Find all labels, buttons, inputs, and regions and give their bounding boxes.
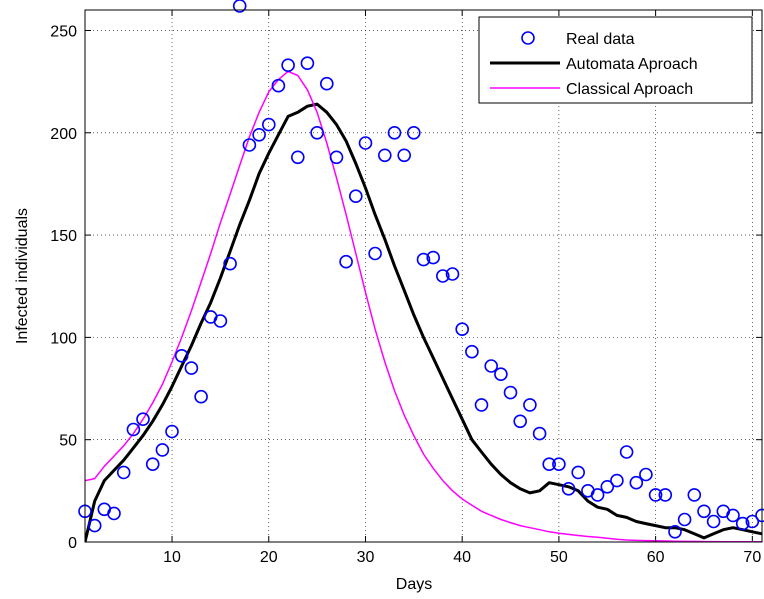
real-data-point [310,126,324,140]
real-data-point [358,136,373,150]
real-data-point [735,516,750,531]
real-data-point [377,148,392,163]
series-line-automata [85,102,763,542]
real-data-point [252,128,266,142]
real-data-point [339,254,353,269]
real-data-point [687,488,702,502]
x-tick-label: 20 [260,549,278,566]
real-data-point [745,514,760,529]
y-tick-label: 150 [50,228,77,245]
real-data-point [474,398,489,412]
real-data-point [532,426,547,441]
real-data-point [184,361,199,375]
real-data-point [590,488,605,502]
real-data-point [319,76,334,91]
real-data-point [426,250,441,265]
real-data-point [368,246,382,261]
real-data-point [116,465,131,480]
real-data-point [658,488,673,502]
real-data-point [329,150,344,165]
x-tick-label: 50 [550,549,568,566]
real-data-point [348,189,363,203]
x-tick-label: 30 [357,549,375,566]
legend-label-classical: Classical Aproach [566,81,693,98]
real-data-point [561,481,576,496]
real-data-point [174,348,189,363]
y-tick-label: 250 [50,23,77,40]
real-data-point [571,465,586,480]
real-data-point [484,359,499,373]
real-data-point [213,314,228,328]
legend-label-automata: Automata Aproach [566,56,698,73]
real-data-point [387,126,402,140]
real-data-point [619,445,634,459]
x-tick-label: 70 [743,549,761,566]
real-data-point [648,488,663,502]
y-tick-label: 50 [59,433,77,450]
y-tick-label: 100 [50,330,77,347]
real-data-point [194,389,208,404]
real-data-point [668,524,682,539]
x-axis-label: Days [396,576,432,593]
real-data-point [503,385,518,400]
real-data-point [726,508,740,523]
real-data-point [465,344,479,359]
real-data-point [435,269,450,283]
x-tick-label: 60 [647,549,665,566]
real-data-point [523,398,537,412]
y-tick-label: 200 [50,126,77,143]
real-data-point [242,138,257,152]
real-data-point [300,56,315,71]
real-data-point [416,252,431,267]
real-data-point [232,0,247,13]
x-tick-label: 40 [453,549,471,566]
real-data-point [397,148,412,163]
real-data-point [542,457,557,472]
real-data-point [165,424,179,439]
real-data-point [223,256,237,271]
real-data-point [87,518,102,533]
real-data-point [513,414,528,429]
real-data-point [552,457,566,472]
real-data-point [610,473,624,488]
real-data-point [406,126,421,140]
real-data-point [145,457,160,472]
y-axis-label: Infected individuals [14,208,31,344]
real-data-point [629,475,644,490]
y-tick-label: 0 [68,535,77,552]
series-line-classical [85,70,762,542]
x-tick-label: 10 [163,549,181,566]
real-data-point [136,412,150,427]
real-data-point [677,512,692,527]
real-data-point [600,479,615,494]
real-data-point [706,514,721,529]
real-data-point [261,117,276,132]
plot-frame [84,9,763,543]
real-data-point [126,422,141,437]
real-data-point [290,150,305,165]
real-data-point [494,367,508,382]
real-data-point [281,58,295,72]
real-data-point [697,504,711,519]
real-data-point [445,267,460,281]
legend-marker-real-data [521,31,535,45]
real-data-point [639,467,653,482]
real-data-point [455,322,470,337]
legend: Real data Automata Aproach Classical Apr… [478,16,753,104]
real-data-point [107,506,121,521]
real-data-point [155,443,170,457]
legend-label-real-data: Real data [566,31,635,48]
real-data-point [271,78,286,93]
ticks: 10 20 30 40 50 60 70 0 50 100 150 200 250 [50,10,762,566]
